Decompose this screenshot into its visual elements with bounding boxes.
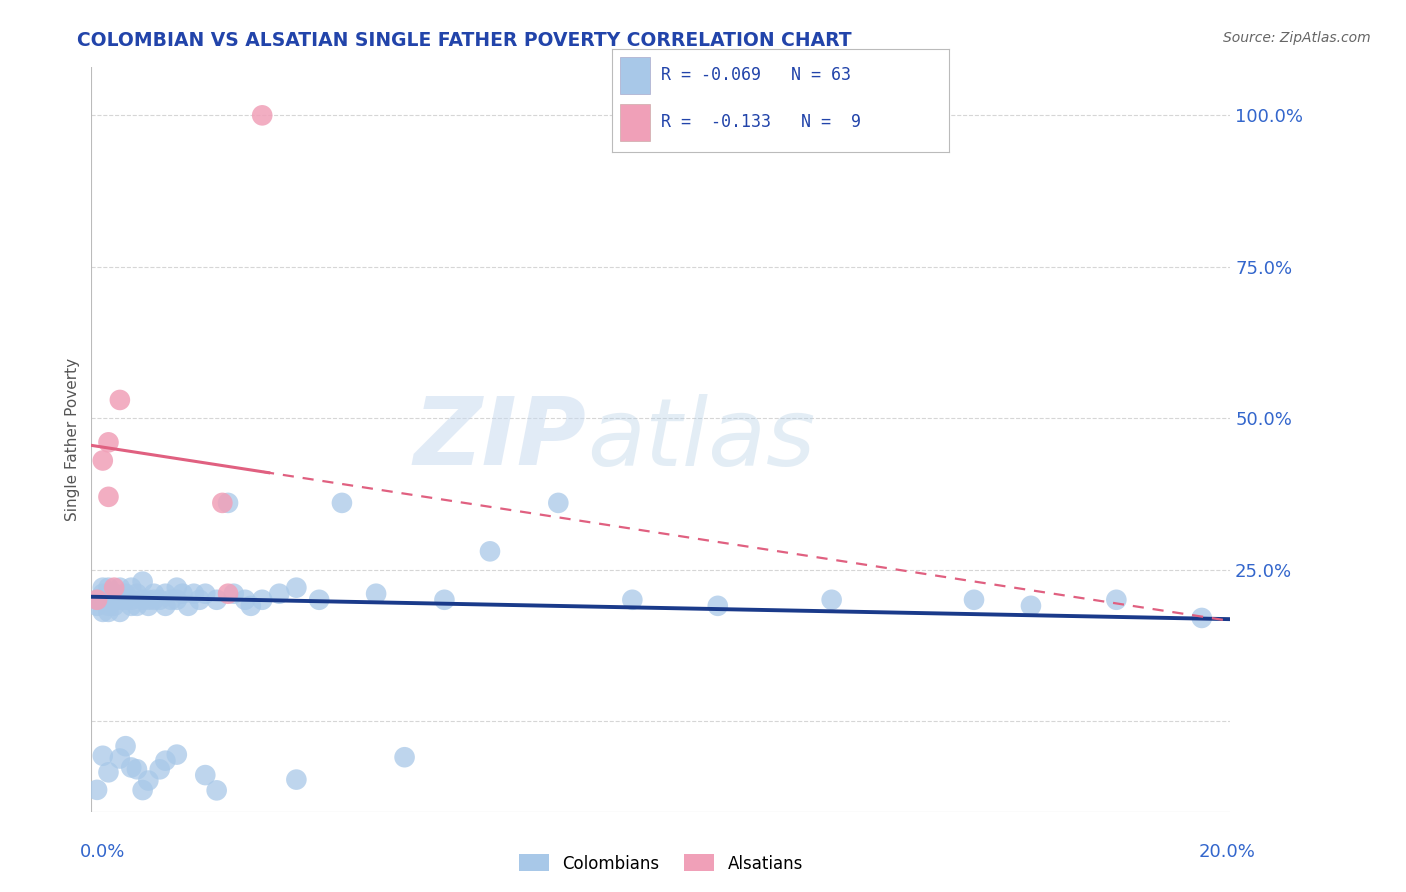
Point <box>330 496 353 510</box>
Point <box>108 605 131 619</box>
Point <box>269 587 291 601</box>
Point <box>166 592 188 607</box>
Point <box>963 592 986 607</box>
Point <box>239 599 262 613</box>
Text: R =  -0.133   N =  9: R = -0.133 N = 9 <box>661 113 860 131</box>
Point <box>194 768 217 782</box>
Text: COLOMBIAN VS ALSATIAN SINGLE FATHER POVERTY CORRELATION CHART: COLOMBIAN VS ALSATIAN SINGLE FATHER POVE… <box>77 31 852 50</box>
Point <box>108 592 131 607</box>
Point <box>120 592 142 607</box>
Point <box>131 783 153 797</box>
Point <box>233 592 256 607</box>
Point <box>120 581 142 595</box>
Point <box>205 783 228 797</box>
Point <box>91 581 114 595</box>
Point <box>1191 611 1213 625</box>
Point <box>183 587 205 601</box>
Point <box>138 592 160 607</box>
Point <box>86 592 108 607</box>
Point <box>120 760 142 774</box>
Point <box>108 581 131 595</box>
Y-axis label: Single Father Poverty: Single Father Poverty <box>65 358 80 521</box>
Point <box>143 587 166 601</box>
Point <box>86 782 108 797</box>
Point <box>205 592 228 607</box>
Point <box>285 581 308 595</box>
Text: atlas: atlas <box>586 393 815 485</box>
Point <box>91 592 114 607</box>
Point <box>91 587 114 601</box>
Point <box>621 592 644 607</box>
Point <box>394 750 416 764</box>
Point <box>103 581 125 595</box>
Point <box>211 496 233 510</box>
Point <box>1105 592 1128 607</box>
Point <box>308 592 330 607</box>
Point <box>194 587 217 601</box>
Point <box>114 592 136 607</box>
Point <box>131 592 153 607</box>
Point <box>188 592 211 607</box>
Point <box>166 747 188 762</box>
Point <box>1019 599 1042 613</box>
Point <box>97 581 120 595</box>
Point <box>155 754 177 768</box>
Text: ZIP: ZIP <box>413 393 586 485</box>
Point <box>97 605 120 619</box>
Point <box>114 587 136 601</box>
Point <box>138 599 160 613</box>
Point <box>86 599 108 613</box>
Point <box>125 587 148 601</box>
Point <box>217 496 239 510</box>
Point <box>149 592 172 607</box>
Point <box>478 544 502 558</box>
Legend: Colombians, Alsatians: Colombians, Alsatians <box>512 847 810 880</box>
Point <box>131 574 153 589</box>
Point <box>91 605 114 619</box>
Point <box>103 599 125 613</box>
Point <box>114 739 136 754</box>
Point <box>108 392 131 407</box>
Point <box>217 587 239 601</box>
Point <box>125 762 148 776</box>
Point <box>149 762 172 776</box>
Point <box>155 599 177 613</box>
Point <box>86 592 108 607</box>
Point <box>172 587 194 601</box>
Point <box>97 587 120 601</box>
Point <box>143 592 166 607</box>
Point <box>706 599 728 613</box>
Point <box>138 773 160 788</box>
Point <box>97 435 120 450</box>
Bar <box>620 57 651 95</box>
Point <box>91 453 114 467</box>
Bar <box>620 104 651 141</box>
Point <box>97 592 120 607</box>
Point <box>166 581 188 595</box>
Text: Source: ZipAtlas.com: Source: ZipAtlas.com <box>1223 31 1371 45</box>
Point <box>820 592 842 607</box>
Text: 20.0%: 20.0% <box>1199 843 1256 861</box>
Point <box>108 751 131 765</box>
Text: 0.0%: 0.0% <box>80 843 125 861</box>
Point <box>97 490 120 504</box>
Point <box>120 599 142 613</box>
Point <box>177 599 200 613</box>
Point <box>91 748 114 763</box>
Point <box>97 765 120 780</box>
Point <box>250 592 273 607</box>
Point <box>250 108 273 122</box>
Point <box>222 587 245 601</box>
Point <box>433 592 456 607</box>
Point <box>103 592 125 607</box>
Point <box>125 599 148 613</box>
Point <box>364 587 387 601</box>
Point <box>97 599 120 613</box>
Point <box>547 496 569 510</box>
Point <box>160 592 183 607</box>
Point <box>285 772 308 787</box>
Text: R = -0.069   N = 63: R = -0.069 N = 63 <box>661 66 851 84</box>
Point <box>103 587 125 601</box>
Point <box>155 587 177 601</box>
